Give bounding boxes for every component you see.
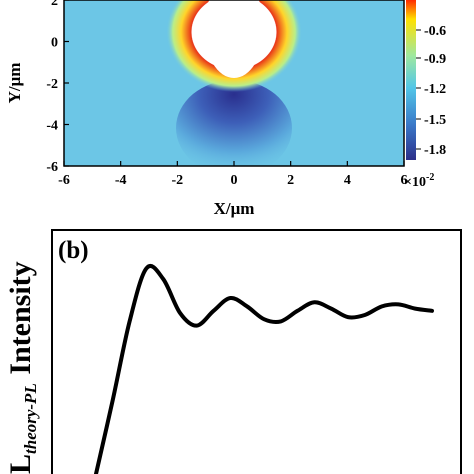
heatmap-y-tick-label: -2 (46, 77, 58, 92)
colorbar-tick-label: -1.5 (424, 113, 446, 128)
heatmap-x-tick-label: -6 (58, 173, 70, 188)
colorbar-tick-label: -1.8 (424, 143, 446, 158)
colorbar-multiplier-exponent: -2 (426, 172, 434, 183)
heatmap-x-tick-label: -4 (115, 173, 127, 188)
colorbar (406, 0, 416, 160)
colorbar-multiplier: ×10-2 (404, 172, 434, 190)
line-panel: (b) Intensity Ltheory-PL (4, 229, 462, 474)
heatmap-x-tick-label: 4 (344, 173, 351, 188)
heatmap-y-tick-label: -6 (46, 160, 58, 175)
heatmap-x-ticks: -6 -4 -2 0 2 4 6 (58, 161, 408, 188)
intensity-curve (94, 264, 434, 474)
heatmap-y-ticks: 2 0 -2 -4 -6 (46, 0, 69, 175)
colorbar-ticks: -0.6 -0.9 -1.2 -1.5 -1.8 (416, 24, 446, 158)
panel-b-label: (b) (58, 237, 89, 264)
heatmap-x-tick-label: 0 (231, 173, 238, 188)
line-ylabel-symbol: Ltheory-PL (4, 383, 40, 474)
heatmap-x-tick-label: 6 (401, 173, 408, 188)
line-frame (51, 229, 462, 474)
colorbar-tick-label: -0.9 (424, 52, 446, 67)
heatmap-void (204, 0, 264, 78)
heatmap-y-tick-label: 0 (51, 36, 58, 51)
heatmap-panel: -6 -4 -2 0 2 4 6 2 0 -2 -4 -6 X/μm Y/μm -0.6 -0.9 -1… (5, 0, 446, 218)
heatmap-xlabel: X/μm (214, 199, 255, 218)
heatmap-x-tick-label: 2 (287, 173, 294, 188)
heatmap-shadow (176, 80, 292, 166)
colorbar-tick-label: -1.2 (424, 82, 446, 97)
heatmap-y-tick-label: -4 (46, 119, 58, 134)
line-ylabel-prefix: L (4, 454, 37, 474)
line-ylabel-main: Intensity (4, 261, 37, 374)
line-ylabel-sub: theory-PL (21, 383, 40, 454)
heatmap-y-tick-label: 2 (51, 0, 58, 9)
colorbar-multiplier-base: ×10 (404, 175, 426, 190)
colorbar-tick-label: -0.6 (424, 24, 446, 39)
heatmap-ylabel: Y/μm (5, 63, 24, 104)
heatmap-x-tick-label: -2 (171, 173, 183, 188)
